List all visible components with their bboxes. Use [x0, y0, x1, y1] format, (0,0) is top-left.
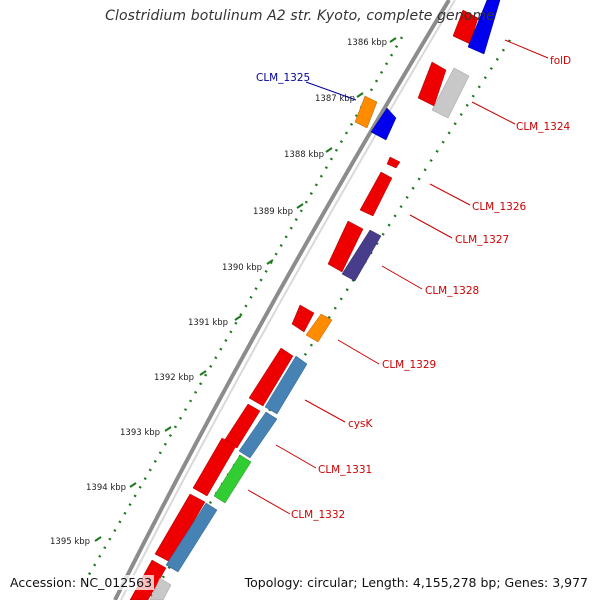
gene-feature[interactable] [165, 502, 218, 573]
tick-label: 1395 kbp [50, 537, 90, 547]
tick-label: 1386 kbp [347, 38, 387, 48]
gene-feature[interactable] [192, 437, 237, 497]
tick-label: 1391 kbp [188, 318, 228, 328]
gene-features-forward [129, 9, 479, 600]
tick-label: 1392 kbp [154, 373, 194, 383]
tick-label: 1394 kbp [86, 483, 126, 493]
gene-feature[interactable] [341, 229, 382, 282]
tick-label: 1393 kbp [120, 428, 160, 438]
accession-text: Accession: NC_012563 [8, 575, 155, 590]
gene-feature[interactable] [370, 107, 397, 141]
gene-feature[interactable] [213, 454, 252, 504]
tick-label: 1390 kbp [222, 263, 262, 273]
tick-label: 1388 kbp [284, 150, 324, 160]
tick-ring-outer [78, 36, 404, 591]
gene-feature[interactable] [248, 347, 294, 407]
gene-feature[interactable] [264, 355, 308, 415]
gene-feature[interactable] [386, 156, 401, 169]
map-title: Clostridium botulinum A2 str. Kyoto, com… [105, 8, 495, 24]
gene-feature[interactable] [291, 304, 315, 333]
gene-label-clm-1327[interactable]: CLM_1327 [455, 234, 509, 246]
gene-feature[interactable] [327, 220, 364, 273]
gene-label-clm-1328[interactable]: CLM_1328 [425, 285, 479, 297]
gene-label-cysk[interactable]: cysK [348, 418, 373, 430]
gene-label-clm-1325[interactable]: CLM_1325 [256, 72, 310, 84]
gene-feature[interactable] [149, 577, 172, 600]
genome-backbone [113, 0, 451, 600]
gene-feature[interactable] [359, 171, 393, 217]
genome-summary-text: Topology: circular; Length: 4,155,278 bp… [242, 575, 590, 590]
gene-label-clm-1332[interactable]: CLM_1332 [291, 509, 345, 521]
gene-feature[interactable] [223, 403, 261, 449]
gene-feature[interactable] [431, 67, 470, 119]
tick-label: 1389 kbp [253, 207, 293, 217]
gene-label-clm-1329[interactable]: CLM_1329 [382, 359, 436, 371]
tick-marks [94, 37, 397, 542]
genome-backbone-shadow [120, 0, 456, 600]
gene-feature[interactable] [305, 313, 333, 343]
gene-label-clm-1326[interactable]: CLM_1326 [472, 201, 527, 213]
gene-features-other [149, 0, 501, 600]
gene-feature[interactable] [238, 411, 278, 459]
label-leader-lines [247, 39, 549, 515]
gene-label-clm-1331[interactable]: CLM_1331 [318, 464, 372, 476]
gene-feature[interactable] [354, 95, 378, 129]
gene-feature[interactable] [467, 0, 501, 55]
gene-label-clm-1324[interactable]: CLM_1324 [516, 121, 571, 133]
gene-label-fold[interactable]: folD [550, 55, 571, 67]
tick-label: 1387 kbp [315, 94, 355, 104]
